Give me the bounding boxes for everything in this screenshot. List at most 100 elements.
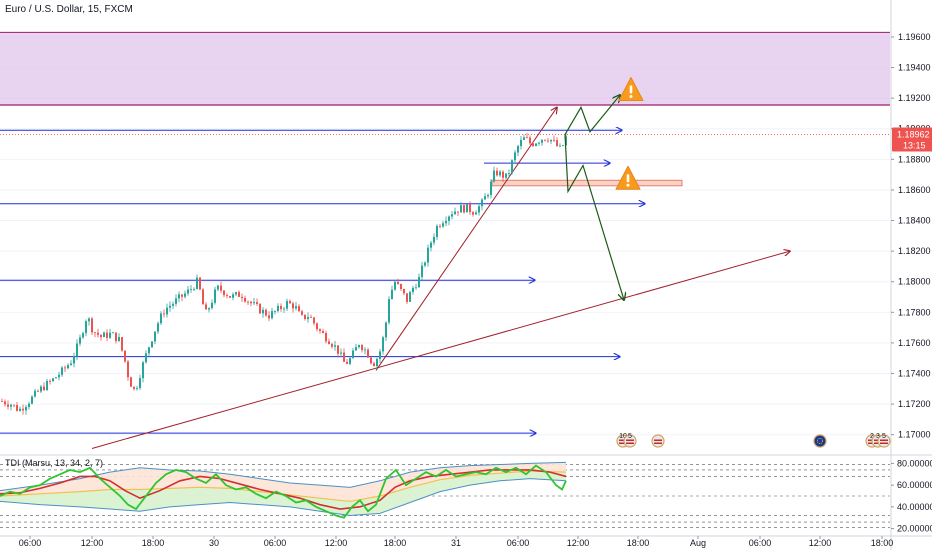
candle-body <box>142 362 144 379</box>
time-tick-label: 18:00 <box>627 538 650 548</box>
candle-body <box>361 345 363 351</box>
time-tick-label: Aug <box>690 538 706 548</box>
candle-body <box>49 380 51 382</box>
event-flag-stars <box>817 438 823 444</box>
candle-body <box>370 357 372 364</box>
candle-body <box>187 289 189 294</box>
candle-body <box>382 337 384 352</box>
trend-line <box>375 107 557 371</box>
candle-body <box>511 160 513 174</box>
time-tick-label: 12:00 <box>325 538 348 548</box>
candle-body <box>28 403 30 407</box>
candle-body <box>181 294 183 297</box>
candle-body <box>190 289 192 290</box>
candle-body <box>223 290 225 296</box>
event-flag-stripe <box>880 439 888 441</box>
price-tick-label: 1.18600 <box>898 185 931 195</box>
candle-body <box>37 390 39 392</box>
indicator-title: TDI (Marsu, 13, 34, 2, 7) <box>5 458 104 468</box>
candle-body <box>457 211 459 213</box>
candle-body <box>364 349 366 351</box>
candle-body <box>541 139 543 143</box>
candle-body <box>253 302 255 304</box>
price-tick-label: 1.17400 <box>898 369 931 379</box>
event-markers: 10 5 2 3 5 <box>616 433 891 448</box>
candle-body <box>13 404 15 406</box>
candle-body <box>334 345 336 347</box>
candle-body <box>139 378 141 389</box>
indicator-tick-label: 80.00000 <box>897 458 932 468</box>
candle-body <box>394 281 396 290</box>
candle-body <box>220 285 222 291</box>
candle-body <box>256 302 258 304</box>
candle-body <box>25 406 27 411</box>
candle-body <box>421 265 423 277</box>
event-marker-label: 10 <box>619 433 627 440</box>
candle-body <box>331 344 333 347</box>
candle-body <box>40 386 42 392</box>
event-flag-stripe <box>654 442 662 444</box>
candle-body <box>514 152 516 161</box>
last-price-label: 1.18962 <box>897 130 930 140</box>
candle-body <box>346 361 348 364</box>
candle-body <box>52 378 54 382</box>
time-tick-label: 06:00 <box>507 538 530 548</box>
candle-body <box>526 137 528 139</box>
time-tick-label: 06:00 <box>749 538 772 548</box>
price-tick-label: 1.17200 <box>898 399 931 409</box>
candle-body <box>232 294 234 298</box>
candle-body <box>556 140 558 147</box>
warning-icon <box>618 76 644 101</box>
candle-body <box>97 332 99 335</box>
candle-body <box>439 225 441 227</box>
candle-body <box>226 295 228 297</box>
candle-body <box>328 341 330 345</box>
event-flag-stripe <box>626 439 634 441</box>
candle-body <box>61 367 63 375</box>
candle-body <box>505 173 507 178</box>
candle-body <box>553 139 555 141</box>
candle-body <box>475 212 477 215</box>
candle-body <box>562 145 564 146</box>
candle-body <box>277 305 279 311</box>
warning-dot <box>626 183 630 187</box>
candle-body <box>418 276 420 288</box>
candle-body <box>313 317 315 324</box>
candle-body <box>343 352 345 362</box>
candle-body <box>295 306 297 309</box>
candle-body <box>430 242 432 248</box>
event-flag-icon <box>813 434 827 448</box>
candle-body <box>94 332 96 334</box>
candle-body <box>202 289 204 305</box>
candle-body <box>466 204 468 213</box>
candle-body <box>427 247 429 263</box>
candle-body <box>31 396 33 404</box>
candle-body <box>193 288 195 290</box>
countdown-label: 13:15 <box>903 141 926 151</box>
candle-body <box>265 309 267 316</box>
candle-body <box>565 136 567 146</box>
candle-body <box>205 304 207 310</box>
candle-body <box>271 311 273 319</box>
projection-up-arrow <box>564 95 620 135</box>
grid-lines <box>0 36 890 436</box>
price-tick-label: 1.17600 <box>898 338 931 348</box>
candle-body <box>157 323 159 332</box>
candle-body <box>379 351 381 359</box>
price-tick-label: 1.17800 <box>898 307 931 317</box>
horizontal-levels <box>0 130 645 433</box>
symbol-title: Euro / U.S. Dollar, 15, FXCM <box>5 4 133 15</box>
candle-body <box>175 298 177 304</box>
candle-body <box>529 137 531 144</box>
event-flag-stripe <box>619 442 627 444</box>
warning-dot <box>629 94 633 98</box>
candle-body <box>403 288 405 294</box>
indicator-rsi-line <box>0 464 567 519</box>
price-tick-label: 1.18800 <box>898 154 931 164</box>
time-tick-label: 12:00 <box>567 538 590 548</box>
event-flag-stripe <box>880 442 888 444</box>
candle-body <box>43 386 45 391</box>
time-tick-label: 18:00 <box>384 538 407 548</box>
candle-body <box>283 308 285 310</box>
